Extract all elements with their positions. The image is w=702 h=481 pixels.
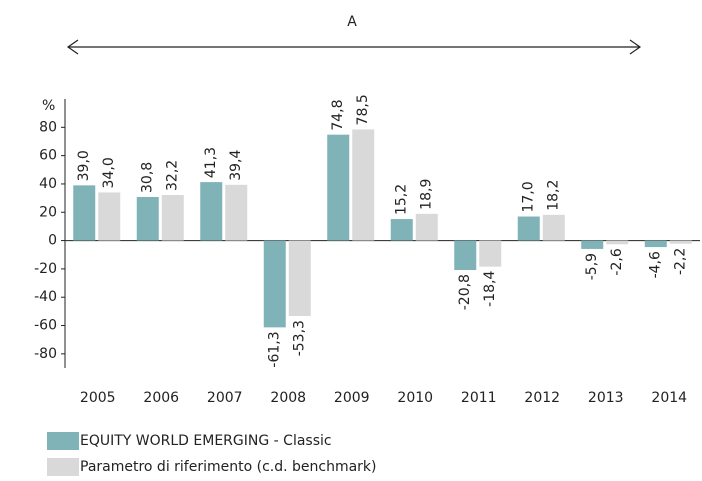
y-tick-label: 80 xyxy=(39,119,57,135)
data-label: 18,9 xyxy=(419,179,435,210)
range-arrow xyxy=(66,39,642,55)
data-label: 34,0 xyxy=(101,157,117,188)
data-label: -5,9 xyxy=(584,253,600,280)
data-label: 74,8 xyxy=(330,100,346,131)
bar xyxy=(136,196,159,241)
y-tick-label: 0 xyxy=(48,233,57,249)
data-label: 32,2 xyxy=(165,160,181,191)
bar xyxy=(581,240,604,249)
y-tick-label: 20 xyxy=(39,204,57,220)
data-label: -61,3 xyxy=(267,331,283,367)
data-label: -53,3 xyxy=(292,320,308,356)
x-tick-label: 2007 xyxy=(207,390,243,406)
x-tick-label: 2006 xyxy=(143,390,179,406)
bar xyxy=(415,213,438,241)
data-label: 39,4 xyxy=(228,150,244,181)
bar xyxy=(542,214,565,241)
legend-swatch xyxy=(47,432,79,450)
data-label: -4,6 xyxy=(648,251,664,278)
data-label: 18,2 xyxy=(546,180,562,211)
bar xyxy=(288,240,311,317)
x-tick-label: 2005 xyxy=(80,390,116,406)
data-label: -2,2 xyxy=(673,248,689,275)
data-label: 17,0 xyxy=(521,181,537,212)
bar xyxy=(327,134,350,241)
bar xyxy=(454,240,477,271)
data-label: 30,8 xyxy=(140,162,156,193)
bar xyxy=(352,129,375,241)
data-label: -18,4 xyxy=(482,271,498,307)
bar xyxy=(669,240,692,244)
legend-label: EQUITY WORLD EMERGING - Classic xyxy=(80,433,332,449)
data-label: 41,3 xyxy=(203,147,219,178)
bar xyxy=(517,216,540,241)
y-tick-label: -40 xyxy=(34,289,57,305)
data-label: -2,6 xyxy=(609,248,625,275)
y-tick-label: 60 xyxy=(39,148,57,164)
bar xyxy=(98,192,121,241)
data-label: 39,0 xyxy=(76,150,92,181)
x-tick-label: 2008 xyxy=(270,390,306,406)
y-axis-label: % xyxy=(42,98,55,114)
y-tick-label: -20 xyxy=(34,261,57,277)
bar xyxy=(225,184,248,241)
bar xyxy=(644,240,667,248)
x-tick-label: 2011 xyxy=(461,390,497,406)
bar xyxy=(479,240,502,267)
x-tick-label: 2012 xyxy=(524,390,560,406)
bar xyxy=(161,194,184,241)
annotation: A xyxy=(347,14,357,30)
data-label: -20,8 xyxy=(457,274,473,310)
bar xyxy=(200,182,223,241)
x-tick-label: 2010 xyxy=(397,390,433,406)
legend-swatch xyxy=(47,458,79,476)
legend-label: Parametro di riferimento (c.d. benchmark… xyxy=(80,459,377,475)
bar xyxy=(390,219,413,241)
x-tick-label: 2009 xyxy=(334,390,370,406)
y-tick-label: 40 xyxy=(39,176,57,192)
bar xyxy=(606,240,629,245)
bar xyxy=(263,240,286,328)
x-tick-label: 2013 xyxy=(588,390,624,406)
data-label: 78,5 xyxy=(355,94,371,125)
x-tick-label: 2014 xyxy=(651,390,687,406)
data-label: 15,2 xyxy=(394,184,410,215)
y-tick-label: -80 xyxy=(34,346,57,362)
bar xyxy=(73,185,96,241)
y-tick-label: -60 xyxy=(34,318,57,334)
